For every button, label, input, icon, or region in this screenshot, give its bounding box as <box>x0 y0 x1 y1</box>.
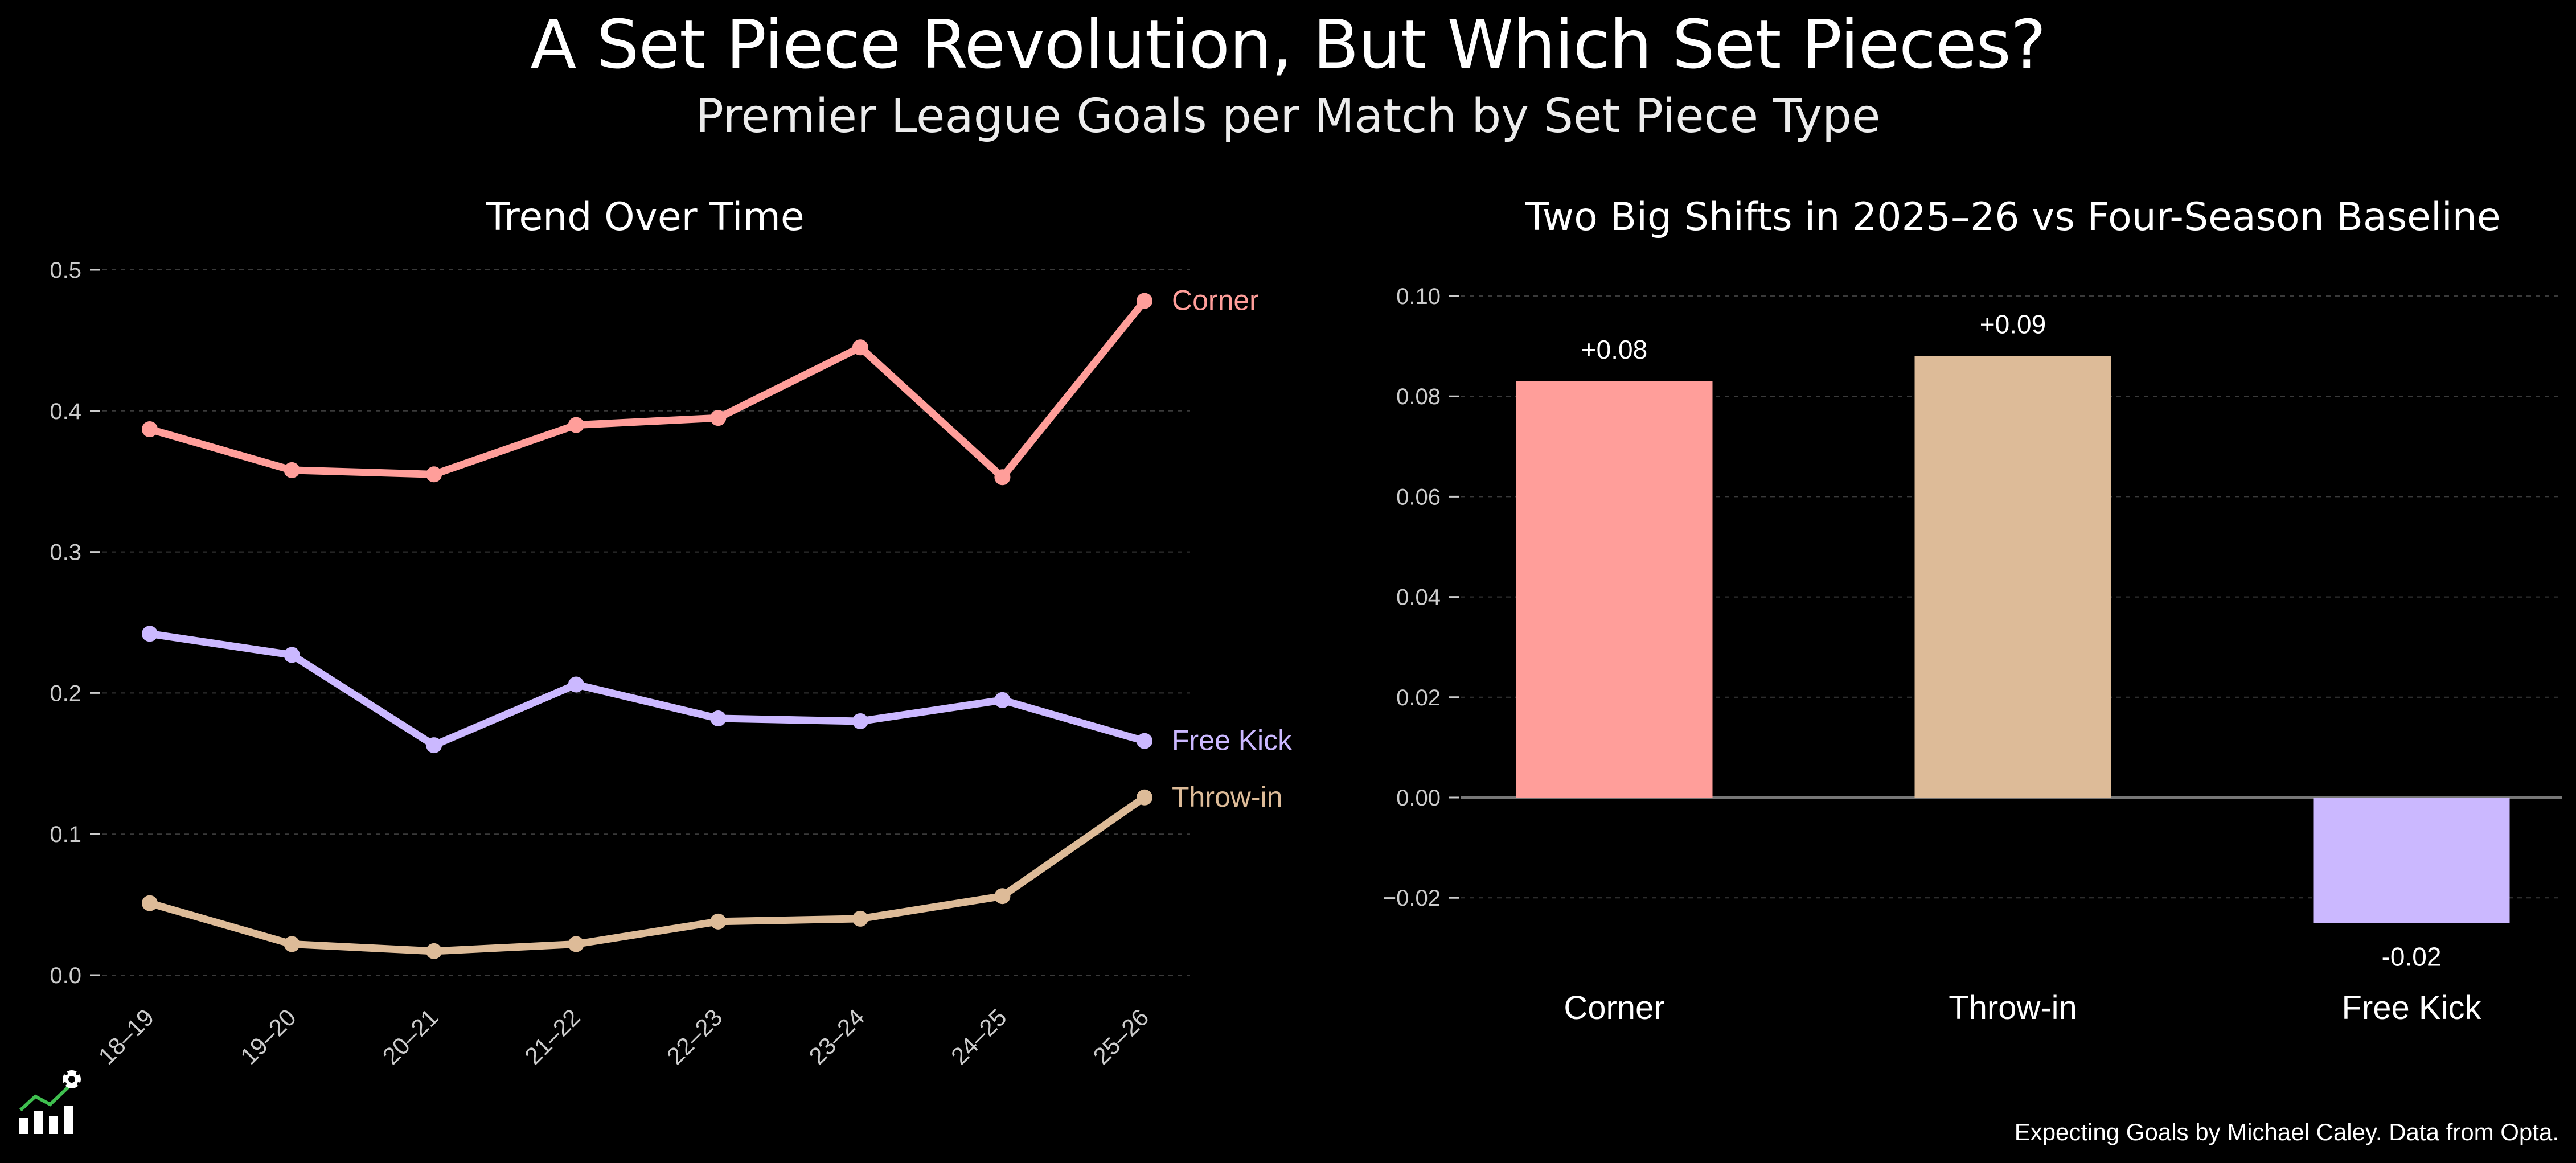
data-point-throw-in <box>284 936 300 952</box>
series-end-label: Free Kick <box>1172 725 1293 757</box>
series-line-throw-in <box>146 794 1148 955</box>
bar-value-label: +0.08 <box>1581 335 1647 364</box>
data-point-free-kick <box>994 692 1011 708</box>
trend-y-tick-label: 0.1 <box>50 822 81 847</box>
trend-x-tick-label: 24–25 <box>946 1004 1012 1070</box>
series-line-corner <box>146 297 1148 481</box>
shift-chart-bars: +0.08 +0.09 -0.02 <box>1516 310 2510 971</box>
trend-y-tick-label: 0.3 <box>50 540 81 565</box>
trend-x-tick-label: 18–19 <box>93 1004 159 1070</box>
series-line-free-kick <box>146 630 1148 749</box>
trend-chart-series: Corner Free Kick Throw-in <box>142 285 1293 959</box>
data-point-corner <box>284 462 300 478</box>
bar-value-label: +0.09 <box>1980 310 2046 339</box>
shift-x-category-label: Corner <box>1564 989 1664 1026</box>
data-point-free-kick <box>710 710 727 727</box>
data-point-throw-in <box>994 888 1011 905</box>
shift-y-tick-label: 0.00 <box>1396 786 1441 811</box>
shift-y-tick-label: 0.02 <box>1396 685 1441 710</box>
trend-x-tick-label: 21–22 <box>519 1004 585 1070</box>
data-point-throw-in <box>426 943 442 959</box>
bar-free-kick <box>2313 798 2510 923</box>
shift-chart-title: Two Big Shifts in 2025–26 vs Four-Season… <box>1524 195 2500 240</box>
trend-y-tick-label: 0.0 <box>50 963 81 988</box>
series-end-label: Throw-in <box>1172 781 1282 813</box>
data-point-free-kick <box>142 626 158 642</box>
shift-x-category-label: Throw-in <box>1949 989 2077 1026</box>
trend-x-tick-label: 22–23 <box>662 1004 728 1070</box>
chart-with-soccer-ball-icon <box>19 1070 81 1134</box>
data-point-throw-in <box>568 936 584 952</box>
data-point-throw-in <box>852 910 868 927</box>
data-point-free-kick <box>852 713 868 729</box>
trend-y-tick-label: 0.4 <box>50 399 81 424</box>
shift-y-tick-label: 0.04 <box>1396 585 1441 610</box>
trend-chart-x-ticks: 18–19 19–20 20–21 21–22 22–23 23–24 24–25 25–26 <box>93 1004 1154 1070</box>
trend-line-chart: Trend Over Time 0.0 0.1 0.2 0.3 0.4 0.5 18–19… <box>50 195 1293 1070</box>
trend-x-tick-label: 20–21 <box>378 1004 444 1070</box>
series-end-label: Corner <box>1172 285 1259 317</box>
trend-x-tick-label: 23–24 <box>803 1004 869 1070</box>
bar-value-label: -0.02 <box>2382 942 2442 971</box>
data-point-throw-in <box>710 913 727 930</box>
data-point-corner <box>142 421 158 438</box>
shift-bar-chart: Two Big Shifts in 2025–26 vs Four-Season… <box>1383 195 2562 1026</box>
trend-x-tick-label: 25–26 <box>1088 1004 1154 1070</box>
data-point-throw-in <box>142 895 158 911</box>
trend-chart-title: Trend Over Time <box>485 195 804 240</box>
shift-y-tick-label: −0.02 <box>1383 886 1441 911</box>
data-point-corner <box>710 410 727 426</box>
footer-credit: Expecting Goals by Michael Caley. Data f… <box>2014 1119 2559 1145</box>
data-point-free-kick <box>1137 733 1152 749</box>
bar-corner <box>1516 381 1713 798</box>
page-title: A Set Piece Revolution, But Which Set Pi… <box>530 5 2046 84</box>
shift-x-category-label: Free Kick <box>2342 989 2482 1026</box>
data-point-corner <box>1137 293 1152 309</box>
data-point-corner <box>994 469 1011 486</box>
data-point-corner <box>568 417 584 433</box>
page-subtitle: Premier League Goals per Match by Set Pi… <box>695 89 1881 143</box>
shift-y-tick-label: 0.10 <box>1396 284 1441 309</box>
data-point-free-kick <box>284 647 300 663</box>
trend-y-tick-label: 0.5 <box>50 258 81 283</box>
trend-chart-y-ticks: 0.0 0.1 0.2 0.3 0.4 0.5 <box>50 258 100 988</box>
data-point-corner <box>852 339 868 356</box>
data-point-corner <box>426 466 442 483</box>
bar-throw-in <box>1914 356 2111 798</box>
trend-y-tick-label: 0.2 <box>50 681 81 706</box>
data-point-free-kick <box>568 676 584 693</box>
shift-chart-y-ticks: −0.02 0.00 0.02 0.04 0.06 0.08 0.10 <box>1383 284 1459 911</box>
trend-chart-gridlines <box>102 269 1190 976</box>
shift-chart-x-ticks: Corner Throw-in Free Kick <box>1564 989 2481 1026</box>
trend-x-tick-label: 19–20 <box>235 1004 301 1070</box>
data-point-free-kick <box>426 737 442 754</box>
shift-y-tick-label: 0.08 <box>1396 384 1441 409</box>
data-point-throw-in <box>1137 789 1152 806</box>
shift-y-tick-label: 0.06 <box>1396 484 1441 509</box>
